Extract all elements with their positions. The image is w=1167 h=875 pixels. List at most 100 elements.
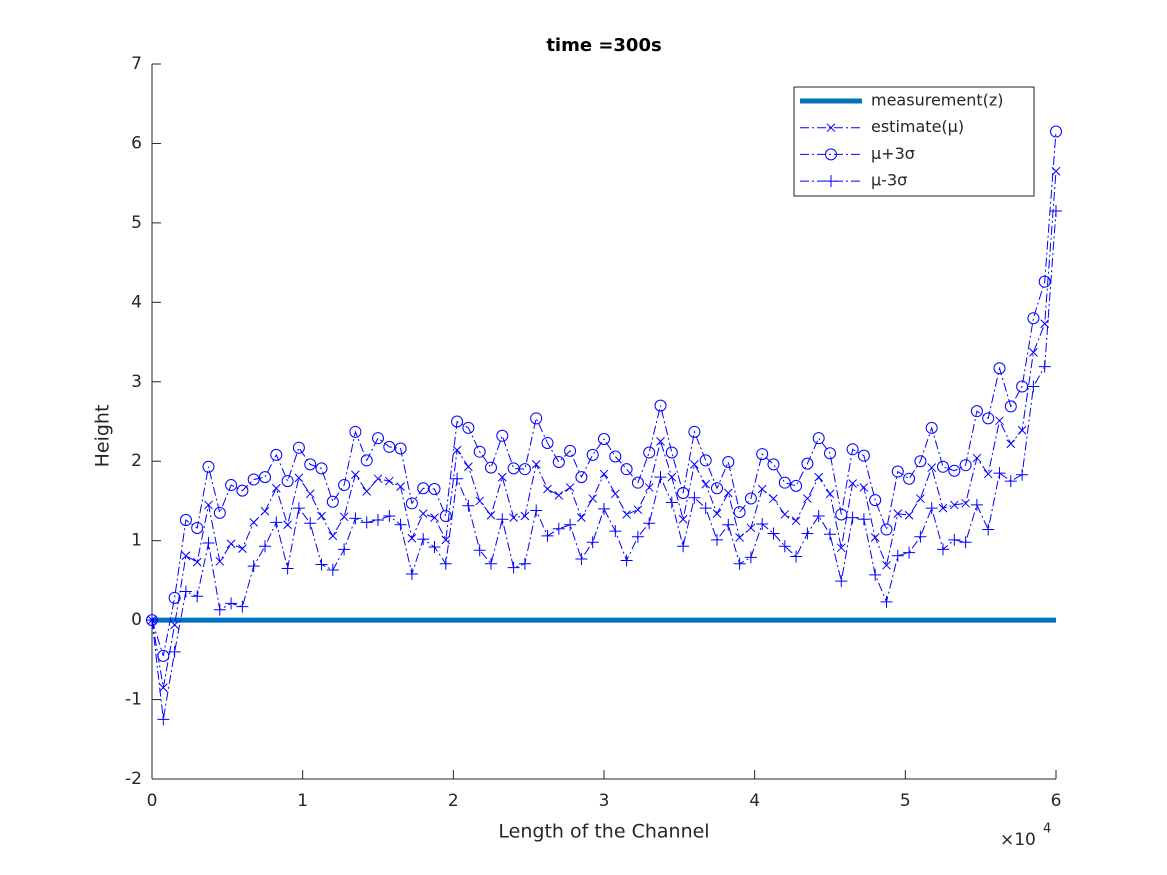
marker-x bbox=[475, 496, 485, 506]
marker-plus bbox=[496, 513, 509, 526]
marker-plus bbox=[225, 597, 238, 610]
x-tick-label: 1 bbox=[297, 791, 308, 811]
marker-circle bbox=[699, 454, 712, 467]
marker-plus bbox=[541, 529, 554, 542]
chart-title: time =300s bbox=[546, 35, 661, 56]
marker-circle bbox=[179, 514, 192, 527]
marker-plus bbox=[552, 522, 565, 535]
marker-circle bbox=[609, 450, 622, 463]
marker-x bbox=[577, 513, 586, 522]
marker-plus bbox=[982, 523, 995, 536]
marker-x bbox=[407, 533, 417, 543]
marker-x bbox=[938, 503, 948, 513]
marker-x bbox=[260, 506, 270, 516]
marker-plus bbox=[507, 561, 520, 574]
marker-x bbox=[780, 510, 790, 519]
series bbox=[146, 125, 1062, 662]
marker-plus bbox=[168, 645, 181, 658]
marker-x bbox=[983, 469, 993, 479]
marker-plus bbox=[259, 540, 271, 553]
marker-circle bbox=[824, 447, 836, 460]
marker-x bbox=[610, 489, 620, 499]
marker-plus bbox=[315, 558, 328, 571]
marker-circle bbox=[168, 591, 181, 604]
marker-x bbox=[1017, 425, 1027, 435]
marker-plus bbox=[428, 541, 441, 554]
marker-circle bbox=[744, 492, 757, 505]
marker-circle bbox=[1050, 125, 1062, 138]
marker-circle bbox=[846, 443, 859, 456]
marker-x bbox=[972, 453, 982, 463]
marker-circle bbox=[869, 494, 882, 507]
marker-x bbox=[814, 472, 824, 482]
marker-circle bbox=[801, 457, 814, 470]
marker-circle bbox=[586, 448, 599, 461]
marker-x bbox=[497, 472, 507, 482]
y-tick-label: 7 bbox=[131, 54, 142, 74]
legend-label: μ-3σ bbox=[871, 171, 907, 190]
marker-circle bbox=[191, 521, 204, 534]
series bbox=[146, 204, 1062, 726]
marker-x bbox=[204, 500, 213, 510]
marker-circle bbox=[360, 454, 373, 467]
marker-x bbox=[656, 437, 665, 446]
y-axis-label: Height bbox=[92, 405, 114, 468]
series-line bbox=[151, 131, 1057, 657]
y-tick-label: -2 bbox=[125, 769, 142, 789]
marker-plus bbox=[790, 550, 803, 563]
marker-circle bbox=[1038, 275, 1051, 288]
marker-x bbox=[554, 491, 564, 500]
marker-plus bbox=[146, 614, 158, 627]
marker-plus bbox=[405, 568, 418, 581]
marker-circle bbox=[756, 448, 769, 461]
marker-plus bbox=[1027, 380, 1040, 393]
marker-x bbox=[995, 416, 1004, 426]
marker-x bbox=[735, 533, 744, 542]
marker-x bbox=[373, 474, 383, 484]
marker-plus bbox=[383, 510, 396, 523]
y-tick-label: 6 bbox=[131, 133, 142, 153]
marker-x bbox=[882, 560, 891, 570]
marker-circle bbox=[428, 483, 441, 496]
marker-x bbox=[599, 469, 609, 479]
marker-x bbox=[622, 510, 631, 519]
marker-plus bbox=[812, 510, 825, 523]
marker-x bbox=[712, 509, 722, 519]
marker-x bbox=[826, 123, 836, 133]
marker-plus bbox=[1016, 468, 1029, 481]
marker-plus bbox=[756, 517, 769, 530]
marker-plus bbox=[903, 546, 916, 559]
x-multiplier-base: ×10 bbox=[1000, 830, 1036, 850]
marker-circle bbox=[496, 429, 509, 442]
marker-plus bbox=[643, 517, 656, 530]
marker-circle bbox=[281, 475, 294, 488]
marker-plus bbox=[518, 557, 531, 570]
x-tick-label: 3 bbox=[599, 791, 610, 811]
marker-plus bbox=[157, 713, 170, 726]
x-multiplier-exponent: 4 bbox=[1043, 822, 1051, 837]
marker-circle bbox=[485, 461, 497, 474]
marker-circle bbox=[1027, 312, 1040, 325]
marker-x bbox=[271, 483, 281, 493]
marker-plus bbox=[665, 496, 678, 509]
marker-plus bbox=[372, 514, 384, 527]
marker-plus bbox=[801, 527, 814, 540]
marker-plus bbox=[824, 528, 836, 541]
marker-x bbox=[215, 556, 225, 566]
marker-circle bbox=[575, 471, 588, 484]
marker-x bbox=[678, 514, 688, 524]
marker-plus bbox=[937, 543, 949, 556]
marker-plus bbox=[1004, 475, 1017, 488]
marker-circle bbox=[405, 497, 418, 510]
x-tick-label: 4 bbox=[749, 791, 760, 811]
series-line bbox=[151, 210, 1057, 720]
marker-plus bbox=[914, 530, 927, 543]
marker-x bbox=[961, 498, 970, 508]
x-tick-label: 2 bbox=[448, 791, 459, 811]
marker-x bbox=[384, 476, 394, 486]
legend-label: estimate(μ) bbox=[871, 117, 964, 136]
marker-x bbox=[339, 512, 349, 522]
marker-x bbox=[328, 531, 338, 541]
marker-plus bbox=[586, 536, 599, 549]
